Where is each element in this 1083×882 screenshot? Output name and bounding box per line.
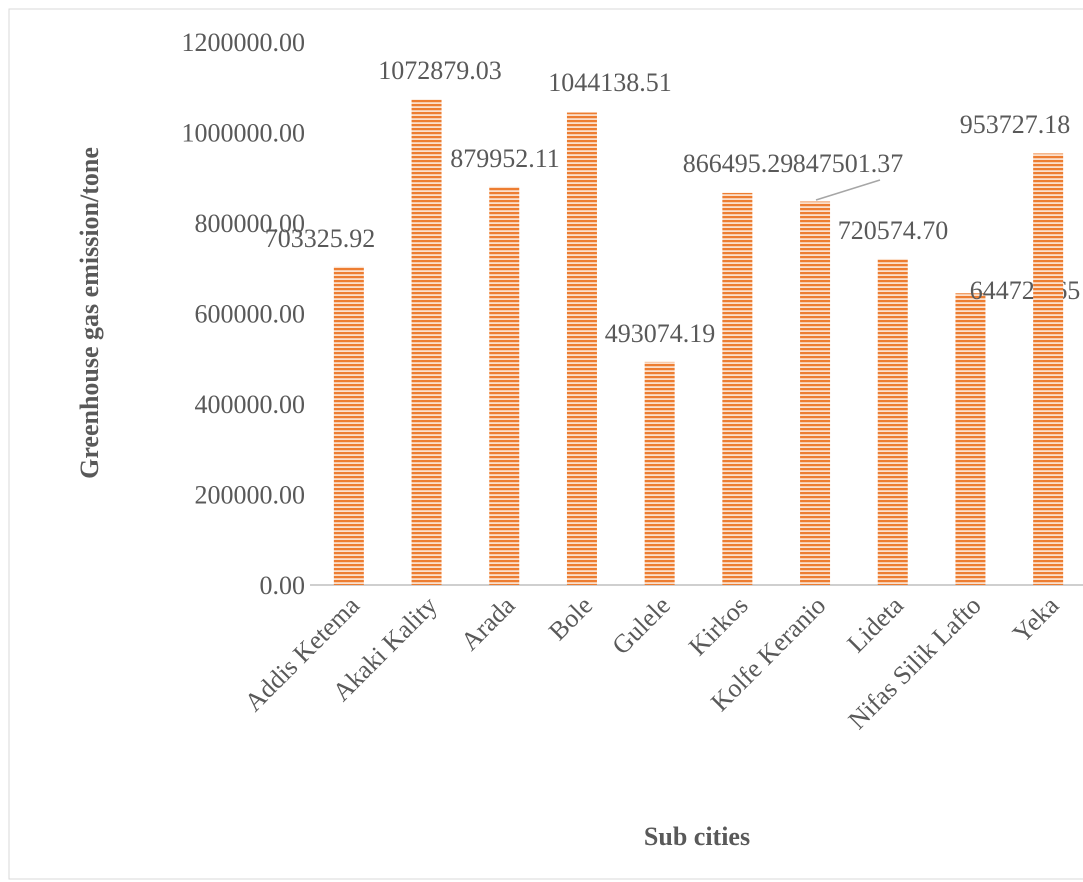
chart-border xyxy=(8,8,1083,880)
x-tick-label: Kirkos xyxy=(683,591,754,662)
x-axis-title: Sub cities xyxy=(644,822,750,851)
y-tick-label: 200000.00 xyxy=(195,481,306,510)
y-tick-label: 1200000.00 xyxy=(182,28,306,57)
bar xyxy=(955,293,986,585)
x-tick-label: Gulele xyxy=(606,591,676,661)
bar xyxy=(566,112,597,586)
x-tick-label: Bole xyxy=(543,591,598,646)
bar xyxy=(411,99,442,585)
data-label: 644721.65 xyxy=(970,276,1081,305)
bar xyxy=(333,266,364,585)
bar xyxy=(722,192,753,585)
data-label: 1072879.03 xyxy=(378,56,502,85)
bar xyxy=(1033,153,1064,585)
bar xyxy=(877,258,908,585)
data-label: 493074.19 xyxy=(605,319,716,348)
bar xyxy=(489,186,520,586)
bar xyxy=(644,361,675,585)
y-tick-label: 800000.00 xyxy=(195,209,306,238)
x-tick-label: Arada xyxy=(455,590,521,656)
data-label: 720574.70 xyxy=(838,216,949,245)
leader-line xyxy=(815,179,881,201)
x-tick-label: Lideta xyxy=(842,590,910,658)
bar xyxy=(800,201,831,586)
data-label: 1044138.51 xyxy=(548,68,672,97)
x-tick-label: Yeka xyxy=(1007,590,1065,648)
y-tick-label: 0.00 xyxy=(260,571,306,600)
y-axis-title: Greenhouse gas emission/tone xyxy=(75,147,104,479)
y-tick-label: 1000000.00 xyxy=(182,119,306,148)
x-tick-label: Nifas Silik Lafto xyxy=(843,591,987,735)
y-tick-label: 400000.00 xyxy=(195,390,306,419)
y-tick-label: 600000.00 xyxy=(195,300,306,329)
data-label: 866495.29 xyxy=(683,149,794,178)
data-label: 879952.11 xyxy=(450,144,560,173)
data-label: 847501.37 xyxy=(793,149,904,178)
data-label: 953727.18 xyxy=(960,110,1071,139)
data-label: 703325.92 xyxy=(265,224,376,253)
